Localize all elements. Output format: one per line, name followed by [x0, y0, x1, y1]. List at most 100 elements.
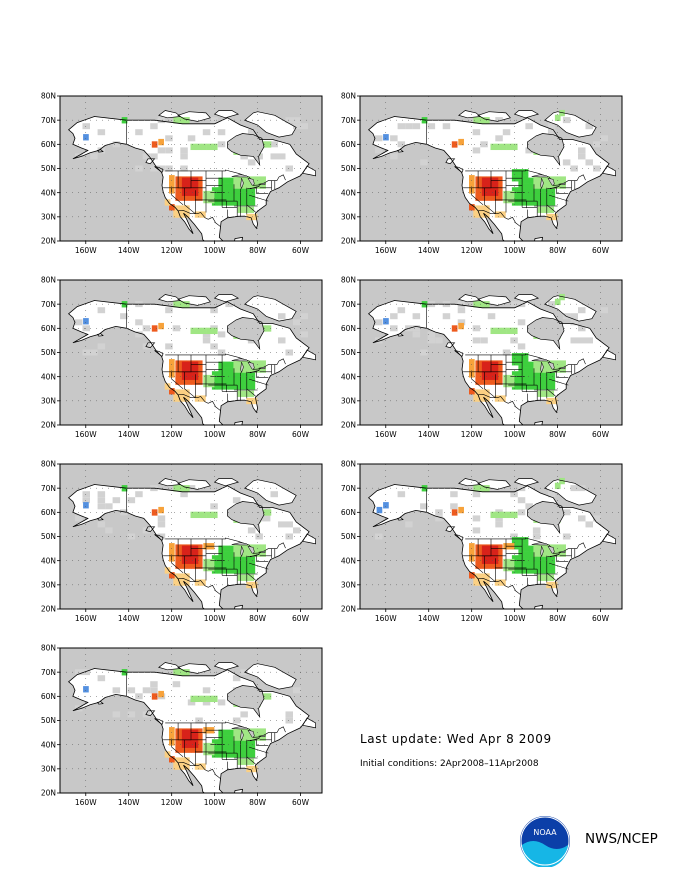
anomaly-cell — [223, 361, 230, 368]
hudson-bay — [227, 501, 265, 535]
anomaly-cell — [544, 176, 550, 183]
anomaly-cell — [229, 735, 235, 742]
anomaly-cell — [249, 199, 256, 206]
anomaly-cell — [151, 693, 158, 700]
anomaly-cell — [229, 551, 235, 558]
anomaly-cell — [496, 550, 503, 557]
no-data-cell — [120, 509, 128, 516]
anomaly-cell — [260, 550, 266, 557]
anomaly-cell — [233, 734, 240, 741]
lon-tick-label: 120W — [461, 614, 483, 623]
anomaly-cell — [243, 206, 249, 213]
great-lake — [247, 361, 255, 370]
no-data-cell — [285, 349, 293, 356]
anomaly-cell — [178, 573, 185, 580]
political-border — [478, 209, 521, 227]
anomaly-cell — [481, 551, 488, 558]
lat-tick-label: 30N — [41, 765, 56, 774]
political-border — [184, 371, 196, 398]
anomaly-cell — [549, 561, 556, 568]
anomaly-cell — [169, 756, 175, 763]
anomaly-cell — [249, 751, 256, 758]
anomaly-cell — [208, 742, 215, 750]
anomaly-cell — [487, 177, 493, 184]
anomaly-cell — [196, 740, 203, 747]
no-data-cell — [112, 497, 121, 504]
lon-tick-label: 160W — [75, 614, 97, 623]
anomaly-cell — [192, 735, 199, 742]
anomaly-cell — [549, 377, 556, 384]
no-data-cell — [255, 533, 263, 540]
anomaly-cell — [551, 397, 558, 405]
anomaly-cell — [511, 537, 518, 544]
anomaly-cell — [560, 544, 566, 551]
anomaly-cell — [178, 395, 185, 402]
anomaly-cell — [178, 117, 185, 124]
anomaly-cell — [533, 383, 540, 390]
anomaly-cell — [206, 327, 213, 335]
political-border — [546, 388, 556, 397]
great-lake — [231, 542, 249, 546]
no-data-cell — [405, 123, 413, 130]
lon-tick-label: 140W — [118, 246, 140, 255]
anomaly-cell — [211, 187, 218, 194]
anomaly-cell — [173, 117, 179, 124]
anomaly-cell — [249, 193, 256, 200]
anomaly-cell — [222, 377, 229, 384]
lon-tick-label: 100W — [204, 798, 226, 807]
anomaly-cell — [229, 729, 235, 736]
anomaly-cell — [559, 477, 565, 485]
anomaly-cell — [238, 383, 245, 390]
anomaly-cell — [211, 199, 218, 206]
anomaly-cell — [169, 175, 175, 182]
lon-tick-label: 60W — [592, 614, 610, 623]
no-data-cell — [495, 521, 503, 528]
no-data-cell — [157, 515, 166, 522]
anomaly-cell — [211, 371, 218, 378]
anomaly-cell — [233, 728, 240, 735]
political-border — [178, 209, 221, 227]
anomaly-cell — [217, 739, 223, 746]
political-border — [165, 353, 286, 370]
anomaly-cell — [164, 199, 171, 206]
political-border — [484, 555, 496, 582]
anomaly-cell — [191, 378, 198, 385]
anomaly-cell — [178, 205, 185, 212]
no-data-cell — [270, 491, 278, 498]
anomaly-cell — [496, 366, 503, 373]
lat-tick-label: 40N — [41, 556, 56, 565]
no-data-cell — [562, 533, 571, 540]
anomaly-cell — [181, 361, 188, 368]
anomaly-cell — [218, 177, 225, 184]
noaa-logo-text: NOAA — [533, 828, 557, 837]
anomaly-cell — [194, 763, 201, 770]
anomaly-cell — [529, 177, 535, 184]
anomaly-cell — [548, 206, 555, 213]
anomaly-cell — [480, 378, 487, 385]
anomaly-cell — [517, 371, 523, 378]
anomaly-cell — [218, 551, 225, 558]
anomaly-cell — [196, 360, 203, 367]
no-data-cell — [300, 331, 308, 338]
anomaly-cell — [228, 199, 234, 206]
anomaly-cell — [173, 669, 179, 676]
no-data-cell — [97, 497, 106, 504]
anomaly-cell — [487, 361, 493, 368]
anomaly-cell — [560, 550, 566, 557]
anomaly-cell — [218, 735, 225, 742]
no-data-cell — [457, 301, 466, 308]
anomaly-cell — [211, 555, 218, 562]
political-border — [546, 572, 556, 581]
anomaly-cell — [175, 378, 182, 385]
lat-tick-label: 30N — [41, 581, 56, 590]
anomaly-cell — [83, 318, 89, 325]
no-data-cell — [450, 503, 458, 510]
anomaly-cell — [528, 193, 534, 200]
anomaly-cell — [469, 175, 475, 182]
lat-tick-label: 40N — [341, 372, 356, 381]
anomaly-cell — [551, 213, 558, 221]
anomaly-cell — [522, 543, 529, 550]
no-data-cell — [427, 337, 436, 344]
anomaly-cell — [228, 751, 234, 758]
great-lake — [250, 737, 260, 742]
